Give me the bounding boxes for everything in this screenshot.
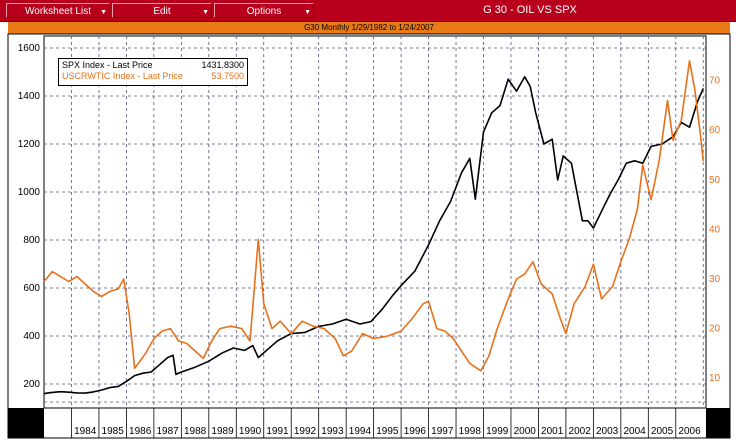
x-tick-label: 1988 xyxy=(184,426,207,437)
x-tick-label: 1997 xyxy=(431,426,454,437)
title-bar: Worksheet List ▼ Edit ▼ Options ▼ G 30 -… xyxy=(0,0,736,22)
x-tick-label: 1998 xyxy=(459,426,482,437)
x-tick-label: 1994 xyxy=(349,426,372,437)
y-tick-right: 70 xyxy=(709,76,721,87)
legend-spx-label: SPX Index - Last Price xyxy=(62,60,153,70)
x-tick-label: 1984 xyxy=(74,426,97,437)
x-tick-label: 2004 xyxy=(623,426,646,437)
x-tick-label: 2000 xyxy=(514,426,537,437)
plot-area xyxy=(43,35,707,409)
x-tick-label: 1996 xyxy=(404,426,427,437)
y-tick-left: 1400 xyxy=(18,91,41,102)
x-tick-label: 1993 xyxy=(321,426,344,437)
options-menu[interactable]: Options ▼ xyxy=(214,3,314,18)
x-tick-label: 2003 xyxy=(596,426,619,437)
y-tick-left: 600 xyxy=(23,283,40,294)
footer-block-left xyxy=(8,408,44,438)
y-tick-right: 20 xyxy=(709,324,721,335)
legend-spx-value: 1431.8300 xyxy=(201,60,244,70)
x-tick-label: 1986 xyxy=(129,426,152,437)
dropdown-arrow-icon: ▼ xyxy=(202,9,209,16)
worksheet-list-menu[interactable]: Worksheet List ▼ xyxy=(6,3,110,18)
legend-oil-label: USCRWTIC Index - Last Price xyxy=(62,71,183,81)
x-tick-label: 1989 xyxy=(211,426,234,437)
y-tick-left: 1600 xyxy=(18,43,41,54)
edit-label: Edit xyxy=(153,6,171,17)
chart-frame xyxy=(7,33,731,439)
chart-legend: SPX Index - Last Price 1431.8300 USCRWTI… xyxy=(58,58,248,86)
dropdown-arrow-icon: ▼ xyxy=(304,9,311,16)
y-tick-right: 10 xyxy=(709,373,721,384)
y-tick-right: 40 xyxy=(709,224,721,235)
y-tick-right: 30 xyxy=(709,274,721,285)
y-tick-right: 60 xyxy=(709,125,721,136)
x-tick-label: 1991 xyxy=(266,426,289,437)
y-tick-left: 1000 xyxy=(18,187,41,198)
y-tick-left: 200 xyxy=(23,379,40,390)
y-tick-left: 800 xyxy=(23,235,40,246)
x-tick-label: 1995 xyxy=(376,426,399,437)
x-tick-label: 2002 xyxy=(569,426,592,437)
x-tick-label: 1987 xyxy=(156,426,179,437)
graph-subtitle: G30 Monthly 1/29/1982 to 1/24/2007 xyxy=(8,22,730,34)
footer-block-right xyxy=(706,408,730,438)
worksheet-list-label: Worksheet List xyxy=(25,6,91,17)
x-tick-label: 1999 xyxy=(486,426,509,437)
x-tick-label: 1990 xyxy=(239,426,262,437)
options-label: Options xyxy=(246,6,282,17)
dropdown-arrow-icon: ▼ xyxy=(100,9,107,16)
x-tick-label: 2005 xyxy=(651,426,674,437)
x-tick-label: 1985 xyxy=(102,426,125,437)
oil-series-line xyxy=(43,60,705,372)
window-title: G 30 - OIL VS SPX xyxy=(483,4,577,16)
x-tick-label: 2001 xyxy=(541,426,564,437)
edit-menu[interactable]: Edit ▼ xyxy=(112,3,212,18)
y-tick-left: 400 xyxy=(23,331,40,342)
y-tick-left: 1200 xyxy=(18,139,41,150)
x-tick-label: 2006 xyxy=(678,426,701,437)
legend-oil-value: 53.7500 xyxy=(211,71,244,81)
x-tick-label: 1992 xyxy=(294,426,317,437)
y-tick-right: 50 xyxy=(709,175,721,186)
spx-series-line xyxy=(43,76,705,395)
